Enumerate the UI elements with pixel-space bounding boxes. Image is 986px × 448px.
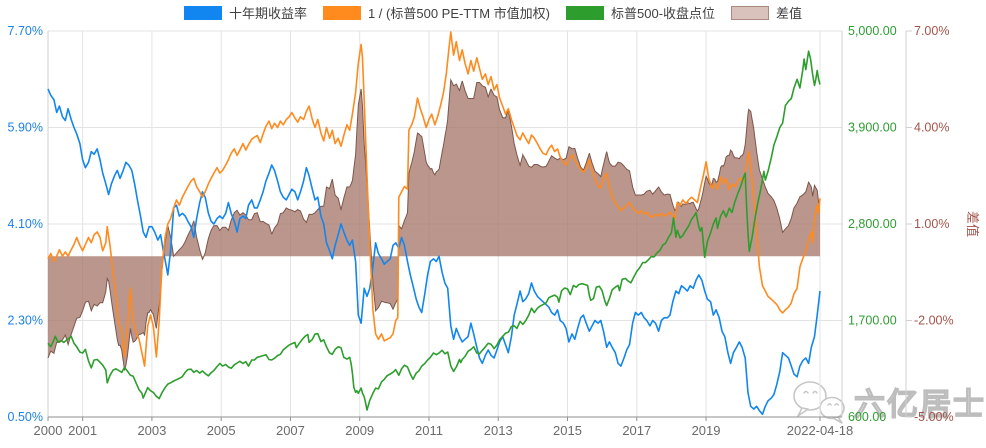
x-label-7: 2013 (484, 423, 513, 438)
y-price-label-0: 5,000.00 (848, 24, 897, 38)
y-diff-label-4: -5.00% (914, 410, 954, 424)
y-price-label-3: 1,700.00 (848, 314, 897, 328)
y-diff-label-0: 7.00% (914, 24, 949, 38)
y-left-label-4: 0.50% (8, 410, 43, 424)
wechat-icon (793, 381, 845, 424)
y-price-label-4: 600.00 (848, 410, 886, 424)
y-price-label-1: 3,900.00 (848, 121, 897, 135)
legend-label-1: 1 / (标普500 PE-TTM 市值加权) (367, 6, 550, 21)
diff-area (48, 79, 820, 371)
y-diff-label-1: 4.00% (914, 121, 949, 135)
legend-label-3: 差值 (776, 6, 803, 21)
line-earnings-yield (47, 31, 821, 367)
diff-area-edge (47, 78, 821, 371)
y-diff-label-3: -2.00% (914, 314, 954, 328)
legend-swatch-1 (322, 5, 361, 20)
x-label-6: 2011 (415, 423, 443, 438)
legend: 十年期收益率 1 / (标普500 PE-TTM 市值加权) 标普500-收盘点位 差… (0, 3, 986, 22)
x-label-8: 2015 (553, 423, 582, 438)
y-diff-axis-title: 差值 (965, 211, 980, 237)
x-label-10: 2019 (692, 423, 721, 438)
legend-swatch-3 (731, 5, 770, 20)
y-left-label-1: 5.90% (8, 121, 43, 135)
legend-label-2: 标普500-收盘点位 (611, 6, 716, 21)
y-left-label-3: 2.30% (8, 314, 43, 328)
legend-item-2[interactable]: 标普500-收盘点位 (566, 3, 715, 22)
x-label-2: 2003 (137, 423, 166, 438)
line-sp500-close (47, 50, 821, 411)
legend-item-1[interactable]: 1 / (标普500 PE-TTM 市值加权) (322, 3, 550, 22)
watermark: 六亿居士 (788, 378, 986, 424)
x-label-4: 2007 (276, 423, 305, 438)
x-label-9: 2017 (622, 423, 651, 438)
y-left-label-2: 4.10% (8, 217, 43, 231)
legend-swatch-0 (183, 5, 222, 20)
y-left-label-0: 7.70% (8, 24, 43, 38)
line-treasury-yield (47, 88, 821, 416)
legend-label-0: 十年期收益率 (228, 6, 307, 21)
x-label-3: 2005 (207, 423, 236, 438)
watermark-text: 六亿居士 (853, 386, 986, 422)
y-price-label-2: 2,800.00 (848, 217, 897, 231)
x-label-5: 2009 (345, 423, 374, 438)
legend-item-0[interactable]: 十年期收益率 (183, 3, 307, 22)
y-diff-label-2: 1.00% (914, 217, 949, 231)
x-label-1: 2001 (68, 423, 97, 438)
legend-swatch-2 (566, 5, 604, 20)
x-label-11: 2022-04-18 (787, 423, 854, 438)
x-label-0: 2000 (34, 423, 63, 438)
legend-item-3[interactable]: 差值 (731, 3, 802, 22)
